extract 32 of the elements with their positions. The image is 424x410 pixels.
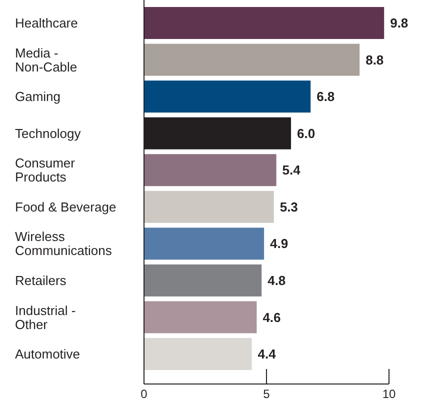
bar: [144, 44, 360, 76]
y-tick-label: Consumer Products: [15, 156, 76, 185]
bar: [144, 338, 252, 370]
bar: [144, 190, 274, 223]
bar: [144, 264, 262, 296]
y-tick-label: Retailers: [15, 272, 67, 288]
x-tick-label: 10: [382, 387, 396, 401]
data-label: 9.8: [390, 16, 408, 31]
data-label: 4.4: [258, 346, 277, 362]
y-tick-label: Industrial - Other: [15, 302, 76, 332]
y-tick-label: Gaming: [15, 89, 61, 104]
x-tick-label: 0: [140, 387, 148, 401]
y-tick-label: Healthcare: [15, 16, 78, 31]
data-label: 6.8: [316, 89, 335, 104]
data-label: 6.0: [297, 126, 316, 141]
y-tick-label: Wireless Communications: [15, 229, 112, 258]
y-tick-label: Technology: [15, 126, 82, 141]
bar: [144, 301, 257, 334]
data-label: 4.8: [268, 272, 286, 288]
bar: [144, 154, 276, 186]
data-label: 4.9: [270, 236, 288, 252]
y-tick-label: Food & Beverage: [15, 199, 116, 214]
x-tick-label: 5: [263, 387, 270, 401]
data-label: 4.6: [262, 310, 281, 325]
y-tick-label: Automotive: [15, 346, 80, 362]
data-label: 5.4: [282, 162, 302, 178]
bar: [144, 80, 311, 113]
data-label: 5.3: [280, 199, 298, 214]
data-label: 8.8: [366, 52, 384, 68]
bar: [144, 228, 264, 260]
y-tick-label: Media - Non-Cable: [15, 45, 78, 74]
bar: [144, 7, 384, 39]
